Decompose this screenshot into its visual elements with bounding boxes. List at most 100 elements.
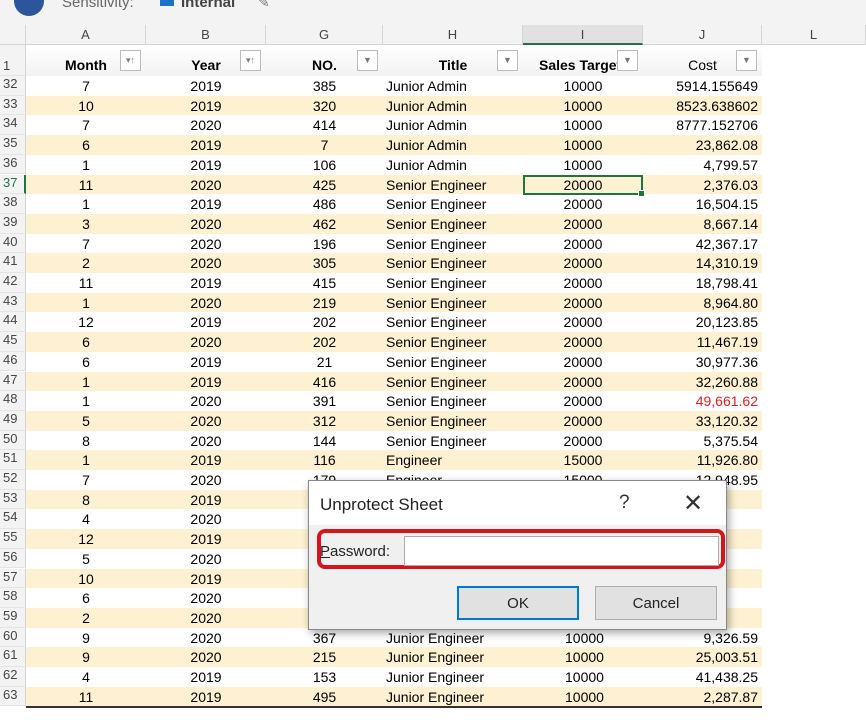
cell-g[interactable]: 219	[312, 294, 337, 311]
cell-b[interactable]: 2020	[190, 294, 222, 311]
cell-i[interactable]: 20000	[563, 353, 603, 370]
cell-i[interactable]: 10000	[565, 688, 604, 705]
cell-j[interactable]: 32,260.88	[695, 373, 758, 390]
cell-j[interactable]: 25,003.51	[695, 649, 758, 666]
column-header-G[interactable]: G	[266, 25, 383, 45]
cell-h[interactable]: Senior Engineer	[386, 176, 487, 193]
cell-g[interactable]: 202	[312, 334, 337, 351]
cell-g[interactable]: 215	[312, 649, 337, 666]
cell-a[interactable]: 10	[78, 570, 94, 587]
cell-h[interactable]: Junior Engineer	[386, 649, 485, 666]
row-number[interactable]: 44	[0, 312, 26, 333]
cell-g[interactable]: 367	[312, 629, 337, 646]
cell-b[interactable]: 2020	[190, 393, 222, 410]
cell-g[interactable]: 21	[316, 353, 333, 370]
cell-g[interactable]: 415	[312, 275, 337, 291]
row-number[interactable]: 42	[0, 273, 26, 293]
sort-filter-button[interactable]: ▾↑	[240, 50, 261, 71]
cell-b[interactable]: 2020	[190, 334, 222, 351]
cell-a[interactable]: 10	[78, 97, 94, 114]
cell-h[interactable]: Senior Engineer	[386, 196, 487, 213]
cell-i[interactable]: 10000	[563, 97, 603, 114]
cell-a[interactable]: 8	[82, 491, 90, 508]
cell-a[interactable]: 3	[82, 215, 90, 232]
cell-b[interactable]: 2020	[190, 215, 222, 232]
cell-b[interactable]: 2019	[190, 314, 222, 331]
select-all-corner[interactable]	[0, 25, 26, 45]
cell-b[interactable]: 2019	[190, 570, 222, 587]
cell-a[interactable]: 1	[82, 294, 90, 311]
cell-b[interactable]: 2020	[190, 472, 222, 488]
cell-h[interactable]: Junior Admin	[386, 117, 467, 134]
row-number[interactable]: 51	[0, 450, 26, 470]
edit-pencil-icon[interactable]: ✎	[258, 0, 270, 10]
cell-g[interactable]: 312	[312, 412, 337, 429]
cell-h[interactable]: Senior Engineer	[386, 393, 487, 410]
cell-j[interactable]: 2,287.87	[703, 688, 759, 705]
cell-b[interactable]: 2019	[190, 156, 222, 173]
cell-g[interactable]: 202	[312, 314, 337, 331]
row-number[interactable]: 62	[0, 667, 26, 687]
filter-dropdown-button[interactable]: ▼	[736, 50, 757, 71]
row-number[interactable]: 53	[0, 489, 26, 510]
cell-j[interactable]: 11,926.80	[696, 452, 758, 469]
cell-b[interactable]: 2020	[190, 511, 222, 528]
cell-i[interactable]: 20000	[563, 215, 603, 232]
row-number[interactable]: 58	[0, 588, 26, 608]
row-number[interactable]: 40	[0, 233, 26, 254]
cell-j[interactable]: 41,438.25	[695, 669, 758, 685]
cell-a[interactable]: 1	[82, 156, 90, 173]
cell-a[interactable]: 1	[82, 373, 90, 390]
cell-h[interactable]: Senior Engineer	[386, 255, 487, 272]
cell-b[interactable]: 2019	[190, 97, 222, 114]
cell-g[interactable]: 385	[312, 78, 337, 94]
cell-j[interactable]: 4,799.57	[703, 156, 759, 173]
cell-a[interactable]: 11	[78, 176, 94, 193]
row-number[interactable]: 48	[0, 391, 26, 411]
cell-h[interactable]: Senior Engineer	[386, 353, 487, 370]
cell-j[interactable]: 20,123.85	[695, 314, 758, 331]
cell-g[interactable]: 305	[312, 255, 337, 272]
cell-h[interactable]: Junior Engineer	[386, 669, 485, 685]
cell-a[interactable]: 4	[82, 669, 90, 685]
row-number[interactable]: 39	[0, 213, 26, 234]
cell-g[interactable]: 116	[313, 452, 336, 469]
row-number[interactable]: 50	[0, 430, 26, 451]
cell-i[interactable]: 10000	[563, 78, 603, 94]
row-number[interactable]: 60	[0, 627, 26, 648]
cell-i[interactable]: 15000	[563, 452, 603, 469]
row-number[interactable]: 46	[0, 351, 26, 372]
help-button[interactable]: ?	[619, 492, 630, 513]
row-number[interactable]: 63	[0, 686, 26, 707]
cell-b[interactable]: 2020	[190, 550, 222, 567]
cell-b[interactable]: 2020	[190, 432, 222, 449]
cell-a[interactable]: 7	[82, 235, 90, 252]
cell-b[interactable]: 2020	[190, 649, 222, 666]
cell-h[interactable]: Junior Admin	[386, 156, 467, 173]
cell-j[interactable]: 23,862.08	[695, 137, 758, 154]
row-number[interactable]: 56	[0, 548, 26, 569]
cell-g[interactable]: 486	[312, 196, 337, 213]
cell-a[interactable]: 9	[82, 649, 90, 666]
cell-j[interactable]: 49,661.62	[695, 393, 758, 410]
row-number[interactable]: 55	[0, 529, 26, 549]
cell-g[interactable]: 391	[312, 393, 337, 410]
cell-g[interactable]: 416	[312, 373, 337, 390]
cell-b[interactable]: 2020	[190, 412, 222, 429]
cell-a[interactable]: 6	[82, 334, 90, 351]
cell-g[interactable]: 414	[312, 117, 337, 134]
cell-g[interactable]: 144	[312, 432, 337, 449]
cell-j[interactable]: 5914.155649	[676, 78, 758, 94]
cell-b[interactable]: 2019	[190, 275, 222, 291]
column-header-J[interactable]: J	[643, 25, 762, 45]
sort-filter-button[interactable]: ▾↑	[120, 50, 141, 71]
column-header-H[interactable]: H	[383, 25, 523, 45]
row-number[interactable]: 61	[0, 647, 26, 667]
cell-a[interactable]: 5	[82, 412, 90, 429]
cell-b[interactable]: 2020	[190, 117, 222, 134]
cell-i[interactable]: 20000	[563, 196, 603, 213]
cell-a[interactable]: 6	[82, 590, 90, 607]
cell-i[interactable]: 20000	[563, 176, 603, 193]
row-number[interactable]: 33	[0, 95, 26, 116]
row-number[interactable]: 59	[0, 607, 26, 628]
